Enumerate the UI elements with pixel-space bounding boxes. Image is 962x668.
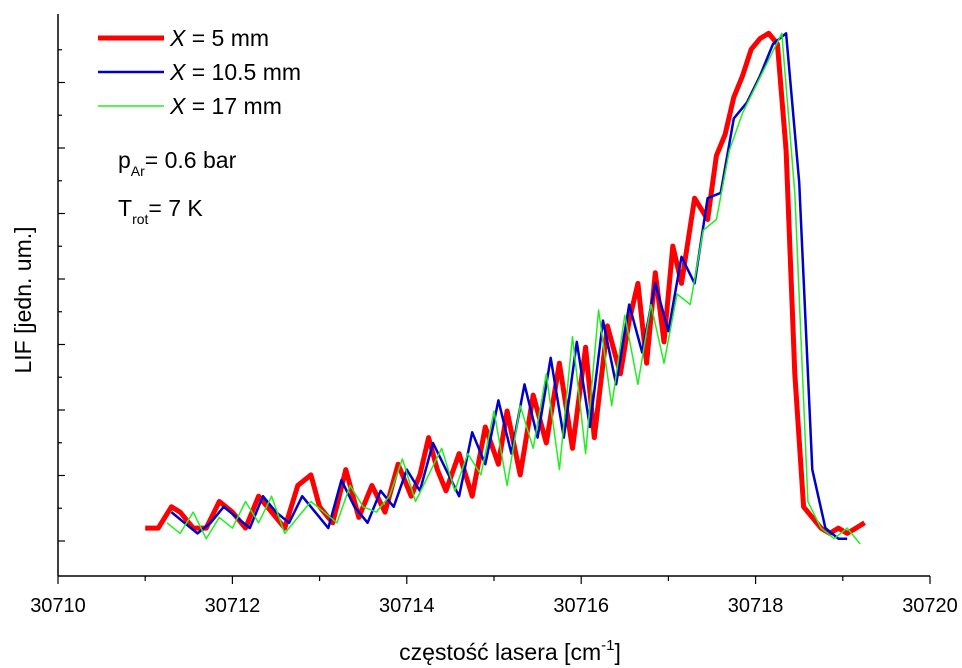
x-tick-label: 30716	[553, 595, 609, 617]
x-tick-label: 30710	[30, 595, 86, 617]
series-line-10-5mm	[170, 32, 848, 540]
annotation-temperature: Trot= 7 K	[118, 195, 203, 227]
series-layer	[145, 30, 866, 545]
x-tick-label: 30712	[205, 595, 261, 617]
y-axis-label: LIF [jedn. um.]	[10, 226, 36, 373]
x-tick-label: 30718	[728, 595, 784, 617]
legend-label-10-5mm: X = 10.5 mm	[169, 59, 301, 85]
series-line-5mm	[145, 30, 866, 536]
x-axis-label: częstość lasera [cm-1]	[399, 637, 621, 665]
legend-label-5mm: X = 5 mm	[169, 25, 269, 51]
legend: X = 5 mm X = 10.5 mm X = 17 mm	[98, 25, 301, 119]
annotation-pressure: pAr= 0.6 bar	[118, 147, 237, 179]
x-axis-label-end: ]	[614, 639, 620, 665]
x-tick-label: 30720	[902, 595, 958, 617]
x-axis-label-sup: -1	[601, 637, 614, 654]
x-ticks: 30710 30712 30714 30716 30718 30720	[30, 576, 958, 617]
x-tick-label: 30714	[379, 595, 435, 617]
series-line-17mm	[166, 32, 861, 545]
y-ticks	[58, 49, 65, 542]
legend-label-17mm: X = 17 mm	[169, 93, 282, 119]
x-axis-label-text: częstość lasera [cm	[399, 639, 601, 665]
